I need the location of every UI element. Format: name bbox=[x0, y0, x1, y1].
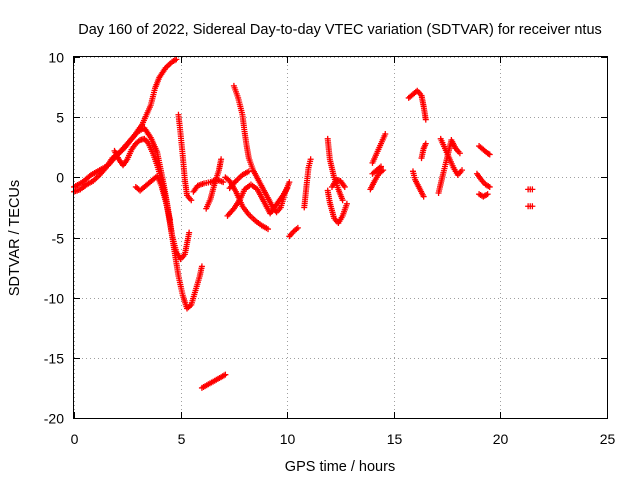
series-track-aa bbox=[473, 170, 493, 190]
y-tick-label: 5 bbox=[56, 110, 64, 126]
x-tick-label: 0 bbox=[71, 431, 79, 447]
y-tick-label: -5 bbox=[52, 231, 65, 247]
series-track-w bbox=[409, 168, 427, 200]
series-track-g bbox=[203, 156, 225, 212]
series-track-i bbox=[230, 82, 293, 216]
series-track-ab bbox=[476, 191, 491, 200]
series-track-z bbox=[476, 143, 493, 158]
series-track-l bbox=[226, 168, 252, 192]
series-track-r bbox=[369, 131, 389, 166]
y-tick-label: -15 bbox=[44, 351, 64, 367]
y-axis-label: SDTVAR / TECUs bbox=[7, 180, 23, 296]
series-track-h bbox=[198, 371, 229, 391]
series-track-ad bbox=[525, 203, 536, 210]
series-track-d bbox=[132, 173, 173, 223]
axis-ticks bbox=[74, 57, 608, 419]
series-track-v bbox=[418, 140, 429, 162]
y-tick-label: -10 bbox=[44, 291, 64, 307]
series-track-ac bbox=[525, 186, 536, 193]
series-track-t bbox=[369, 163, 385, 177]
series-track-o bbox=[324, 135, 346, 204]
y-tick-label: 0 bbox=[56, 170, 64, 186]
plot-frame bbox=[73, 56, 608, 419]
y-tick-label: -20 bbox=[44, 411, 64, 427]
x-tick-label: 15 bbox=[387, 431, 403, 447]
series-track-s bbox=[367, 167, 387, 193]
series-track-b bbox=[71, 56, 180, 190]
series-track-n bbox=[301, 156, 314, 211]
series-track-q bbox=[328, 176, 348, 190]
series-track-e bbox=[175, 111, 195, 204]
x-tick-labels: 0 5 10 15 20 25 bbox=[71, 431, 616, 447]
y-tick-label: 10 bbox=[48, 50, 64, 66]
y-tick-labels: 10 5 0 -5 -10 -15 -20 bbox=[44, 50, 64, 427]
chart-title: Day 160 of 2022, Sidereal Day-to-day VTE… bbox=[78, 22, 602, 38]
series-track-u bbox=[405, 87, 429, 123]
series-track-x bbox=[435, 137, 463, 196]
series-track-y bbox=[437, 135, 466, 178]
series-track-p bbox=[324, 187, 350, 227]
grid bbox=[74, 57, 608, 419]
x-tick-label: 5 bbox=[178, 431, 186, 447]
series-track-f bbox=[190, 176, 227, 195]
series-track-m bbox=[286, 224, 301, 240]
x-tick-label: 25 bbox=[600, 431, 616, 447]
data-points bbox=[71, 56, 536, 391]
x-tick-label: 20 bbox=[493, 431, 509, 447]
x-tick-label: 10 bbox=[280, 431, 296, 447]
x-axis-label: GPS time / hours bbox=[285, 459, 395, 475]
